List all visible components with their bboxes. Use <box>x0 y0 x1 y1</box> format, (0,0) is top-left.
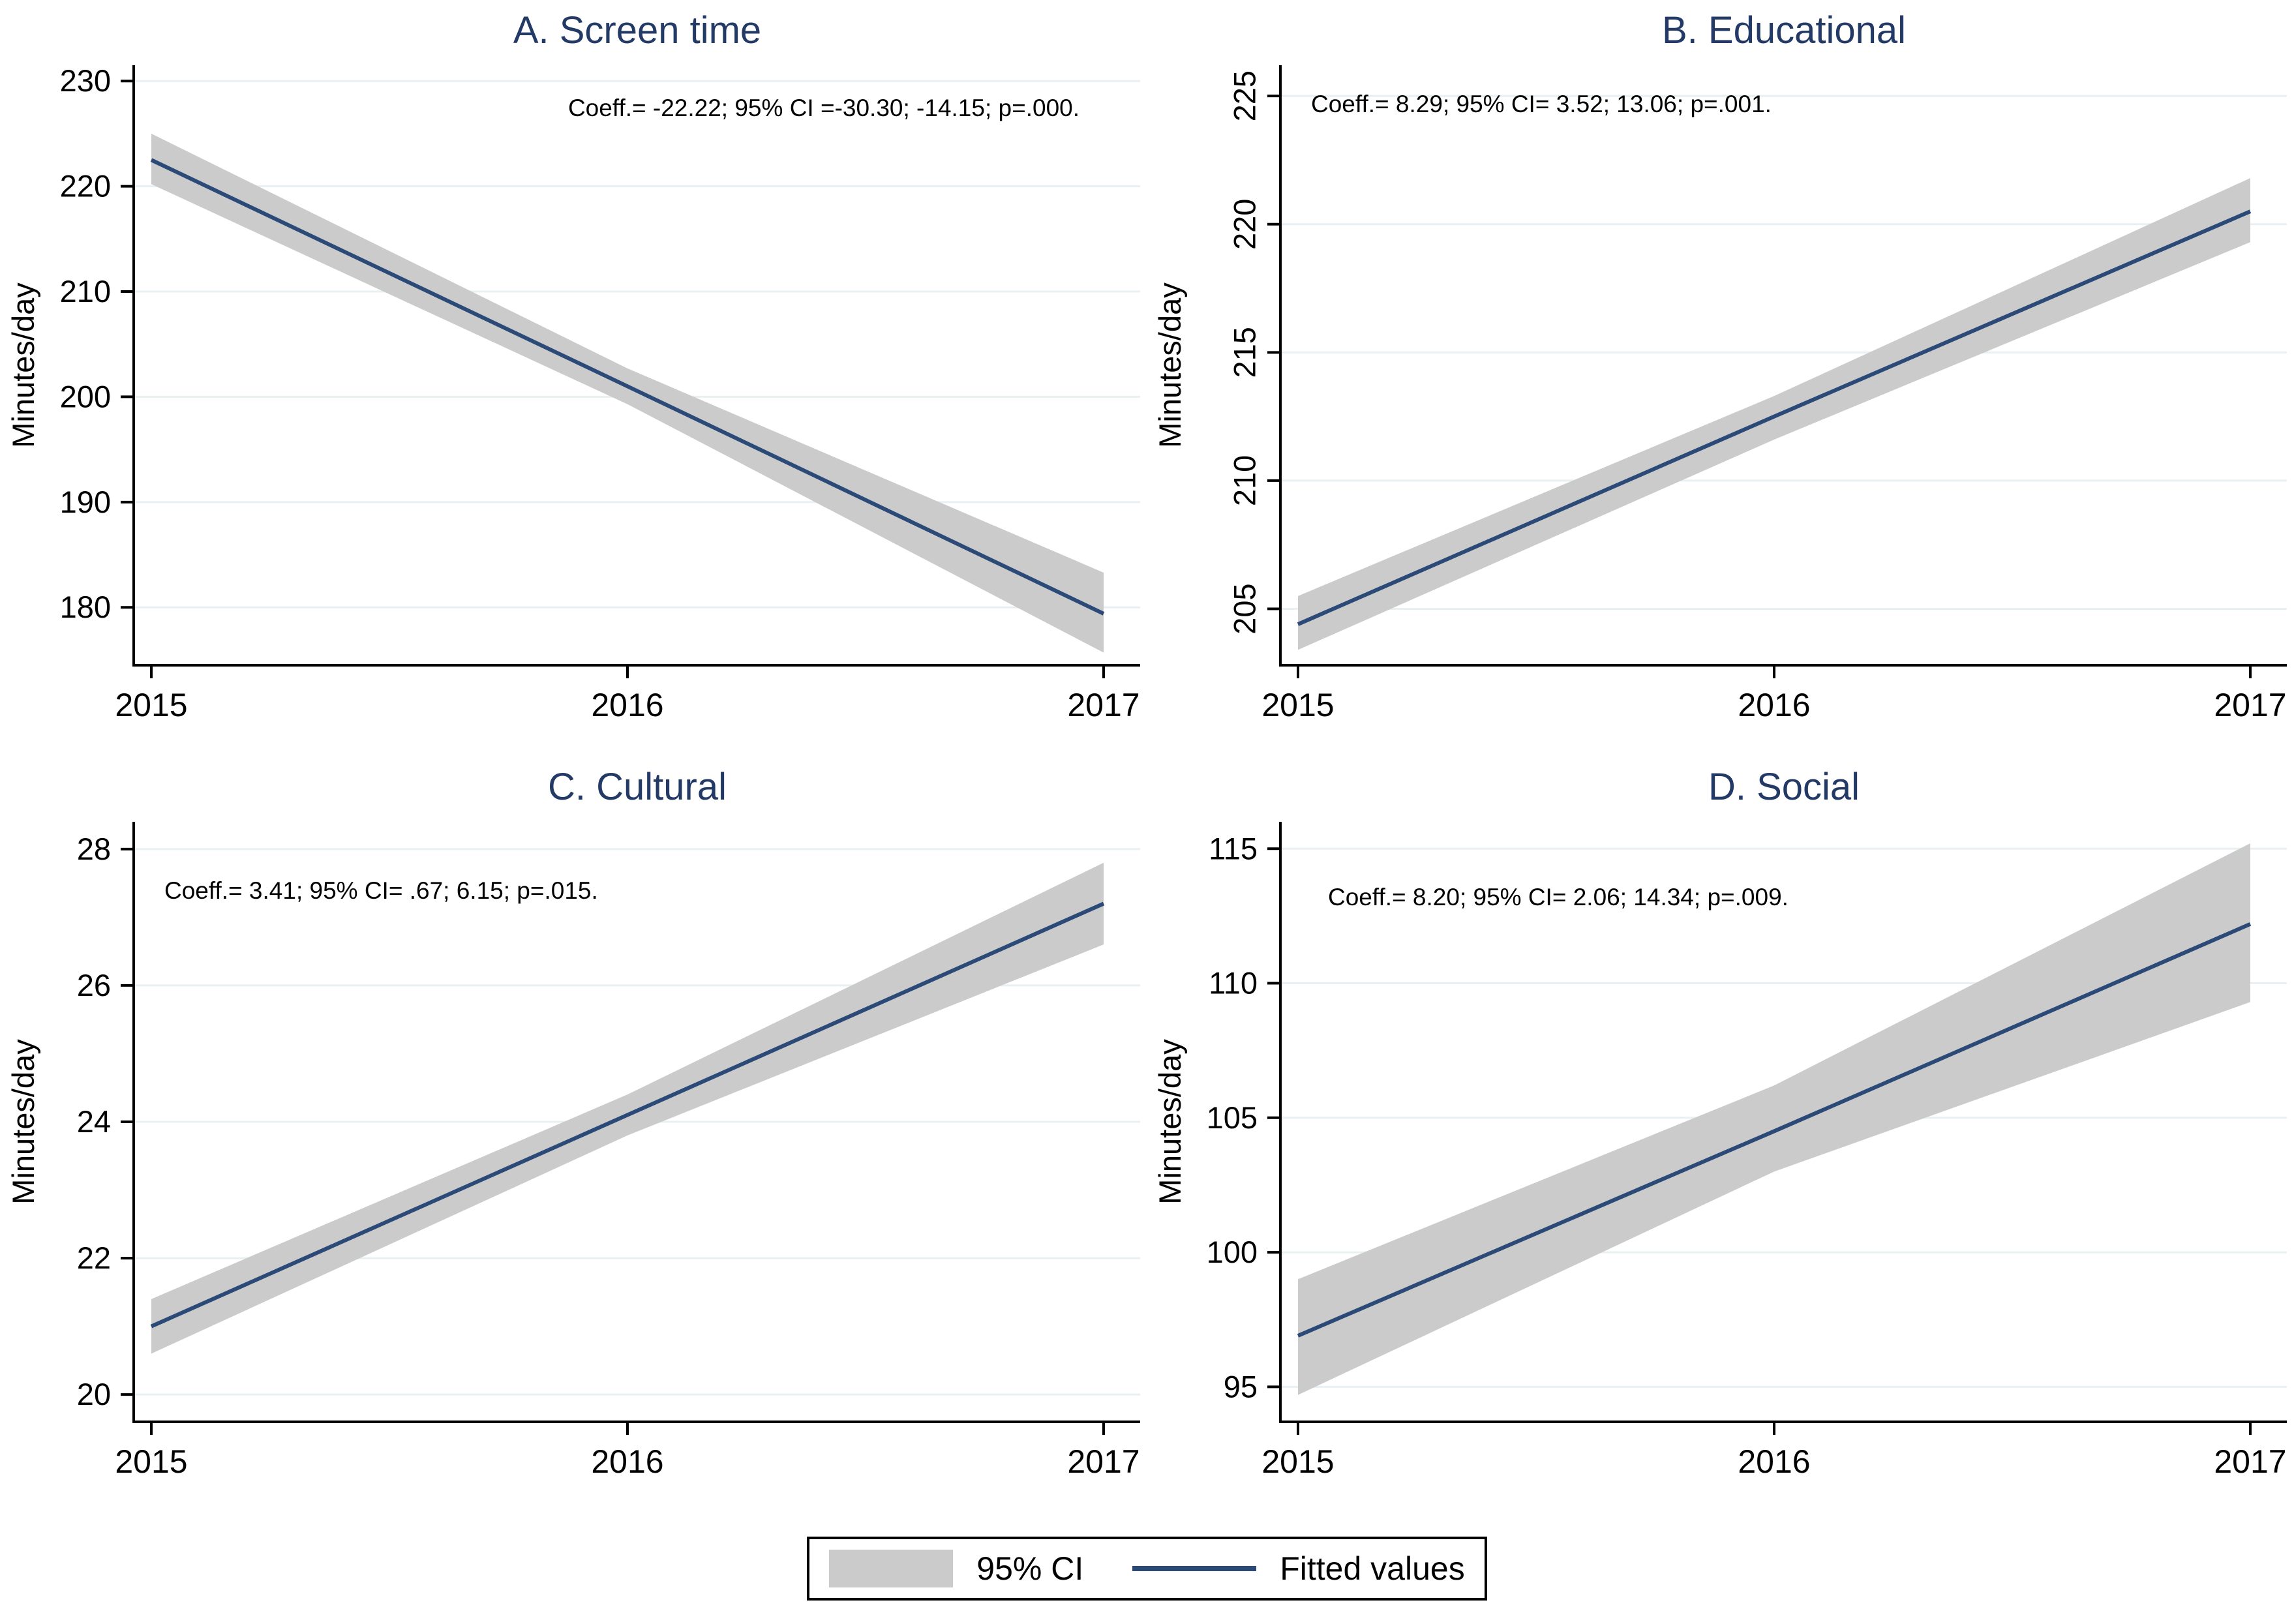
coefficient-annotation: Coeff.= 3.41; 95% CI= .67; 6.15; p=.015. <box>164 877 598 904</box>
chart-screen-time: A. Screen time Minutes/day 180 190 200 210 2… <box>6 9 1140 723</box>
y-tick-label: 220 <box>1227 199 1261 250</box>
fitted-line-swatch-icon <box>1132 1566 1257 1571</box>
ci-band <box>1298 843 2250 1395</box>
legend-ci-label: 95% CI <box>976 1550 1084 1587</box>
ci-band <box>1298 177 2250 650</box>
y-axis-label: Minutes/day <box>6 282 40 448</box>
y-tick-label: 190 <box>60 485 111 519</box>
y-tick-label: 26 <box>77 968 111 1002</box>
x-tick-label: 2015 <box>115 1443 187 1480</box>
x-tick-label: 2016 <box>1738 687 1810 723</box>
panel-title: A. Screen time <box>513 9 761 52</box>
ci-band <box>151 862 1104 1354</box>
y-tick-label: 210 <box>1227 455 1261 506</box>
y-tick-label: 200 <box>60 379 111 414</box>
y-tick-label: 115 <box>1209 831 1258 865</box>
x-tick-label: 2016 <box>1738 1443 1810 1480</box>
legend-fitted-label: Fitted values <box>1280 1550 1465 1587</box>
y-tick-label: 215 <box>1227 327 1261 378</box>
x-tick-label: 2015 <box>1261 687 1334 723</box>
figure-grid: A. Screen time Minutes/day 180 190 200 210 2… <box>0 0 2293 1513</box>
fitted-line <box>1297 209 2252 626</box>
coefficient-annotation: Coeff.= 8.20; 95% CI= 2.06; 14.34; p=.00… <box>1328 884 1788 910</box>
y-tick-label: 22 <box>77 1241 111 1275</box>
fitted-line <box>1297 922 2252 1338</box>
x-tick-label: 2016 <box>591 687 663 723</box>
x-tick-label: 2017 <box>1067 1443 1139 1480</box>
y-tick-label: 105 <box>1207 1100 1258 1135</box>
fitted-line <box>150 901 1105 1329</box>
y-axis-label: Minutes/day <box>1153 1039 1187 1205</box>
y-tick-label: 180 <box>60 590 111 624</box>
chart-social: D. Social Minutes/day 95 100 105 110 115 2015… <box>1153 766 2287 1480</box>
coefficient-annotation: Coeff.= 8.29; 95% CI= 3.52; 13.06; p=.00… <box>1311 91 1772 117</box>
ci-band-swatch-icon <box>829 1550 954 1587</box>
panel-educational: B. Educational Minutes/day 205 210 215 220 2… <box>1147 0 2293 757</box>
y-tick-label: 110 <box>1209 966 1258 1000</box>
plot-area: 180 190 200 210 220 230 2015 2016 2017 <box>60 63 1140 723</box>
panel-title: B. Educational <box>1662 9 1906 52</box>
y-tick-label: 28 <box>77 832 111 866</box>
x-tick-label: 2016 <box>591 1443 663 1480</box>
x-tick-label: 2017 <box>2214 687 2286 723</box>
chart-educational: B. Educational Minutes/day 2052102152202… <box>1153 9 2287 723</box>
panel-screen-time: A. Screen time Minutes/day 180 190 200 210 2… <box>0 0 1147 757</box>
panel-cultural: C. Cultural Minutes/day 20 22 24 26 28 2015 20… <box>0 757 1147 1513</box>
y-tick-label: 230 <box>60 63 111 98</box>
y-tick-label: 205 <box>1227 583 1261 634</box>
fitted-line <box>150 158 1105 616</box>
legend-item-ci: 95% CI <box>829 1550 1083 1587</box>
y-tick-label: 20 <box>77 1377 111 1411</box>
coefficient-annotation: Coeff.= -22.22; 95% CI =-30.30; -14.15; … <box>568 95 1079 121</box>
y-axis-label: Minutes/day <box>6 1039 40 1205</box>
panel-title: C. Cultural <box>548 766 727 808</box>
y-tick-label: 100 <box>1207 1235 1258 1269</box>
legend: 95% CI Fitted values <box>807 1537 1487 1601</box>
plot-area: 95 100 105 110 115 2015 2016 2017 <box>1207 822 2287 1480</box>
y-tick-label: 95 <box>1224 1369 1258 1404</box>
panel-social: D. Social Minutes/day 95 100 105 110 115 2015… <box>1147 757 2293 1513</box>
plot-area: 205 210 215 220 225 2015 2016 2017 <box>1227 65 2287 723</box>
legend-row: 95% CI Fitted values <box>0 1513 2294 1624</box>
x-tick-label: 2017 <box>1067 687 1139 723</box>
x-tick-label: 2015 <box>115 687 187 723</box>
x-tick-label: 2015 <box>1261 1443 1334 1480</box>
y-tick-label: 24 <box>77 1104 111 1139</box>
y-tick-label: 220 <box>60 169 111 203</box>
legend-item-fitted: Fitted values <box>1132 1550 1465 1587</box>
x-tick-label: 2017 <box>2214 1443 2286 1480</box>
panel-title: D. Social <box>1708 766 1860 808</box>
ci-band <box>151 133 1104 653</box>
y-axis-label: Minutes/day <box>1153 282 1187 448</box>
y-tick-label: 210 <box>60 274 111 308</box>
y-tick-label: 225 <box>1227 70 1261 121</box>
plot-area: 20 22 24 26 28 2015 2016 2017 <box>77 822 1140 1480</box>
